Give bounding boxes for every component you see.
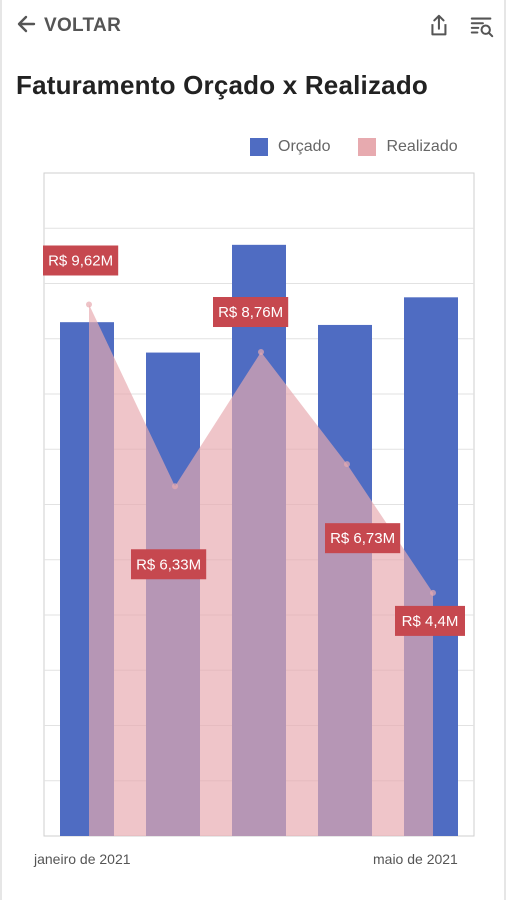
- share-icon[interactable]: [424, 12, 452, 40]
- chart-legend: Orçado Realizado: [250, 138, 458, 156]
- data-label: R$ 9,62M: [48, 252, 113, 269]
- point-realizado: [172, 483, 178, 490]
- data-label: R$ 8,76M: [218, 304, 283, 321]
- x-tick-label-first: janeiro de 2021: [34, 851, 131, 867]
- point-realizado: [344, 461, 350, 468]
- back-button[interactable]: VOLTAR: [16, 12, 121, 40]
- back-label: VOLTAR: [44, 15, 122, 36]
- data-label: R$ 6,73M: [330, 530, 395, 547]
- data-label-box: [213, 297, 289, 328]
- data-label: R$ 4,4M: [402, 613, 459, 630]
- data-label-box: [395, 605, 465, 636]
- area-realizado: [89, 304, 433, 836]
- point-realizado: [258, 349, 264, 356]
- legend-item-realizado[interactable]: Realizado: [358, 138, 458, 156]
- point-realizado: [430, 589, 436, 596]
- point-realizado: [86, 301, 92, 308]
- legend-swatch-orcado: [250, 138, 268, 156]
- data-label: R$ 6,33M: [136, 556, 201, 573]
- data-label-box: [325, 523, 401, 554]
- page-title: Faturamento Orçado x Realizado: [16, 70, 428, 100]
- x-tick-label-last: maio de 2021: [373, 851, 458, 867]
- data-label-box: [43, 245, 119, 276]
- data-label-box: [131, 549, 207, 580]
- legend-swatch-realizado: [358, 138, 377, 156]
- legend-label-orcado: Orçado: [278, 138, 331, 155]
- chart-plot: R$ 9,62M R$ 6,33M R$ 8,76M R$ 6,73M R$ 4,4M: [43, 172, 475, 837]
- legend-item-orcado[interactable]: Orçado: [250, 138, 330, 156]
- legend-label-realizado: Realizado: [386, 138, 458, 155]
- top-bar: VOLTAR: [2, 0, 506, 52]
- arrow-left-icon: [16, 14, 36, 39]
- filter-search-icon[interactable]: [468, 12, 496, 40]
